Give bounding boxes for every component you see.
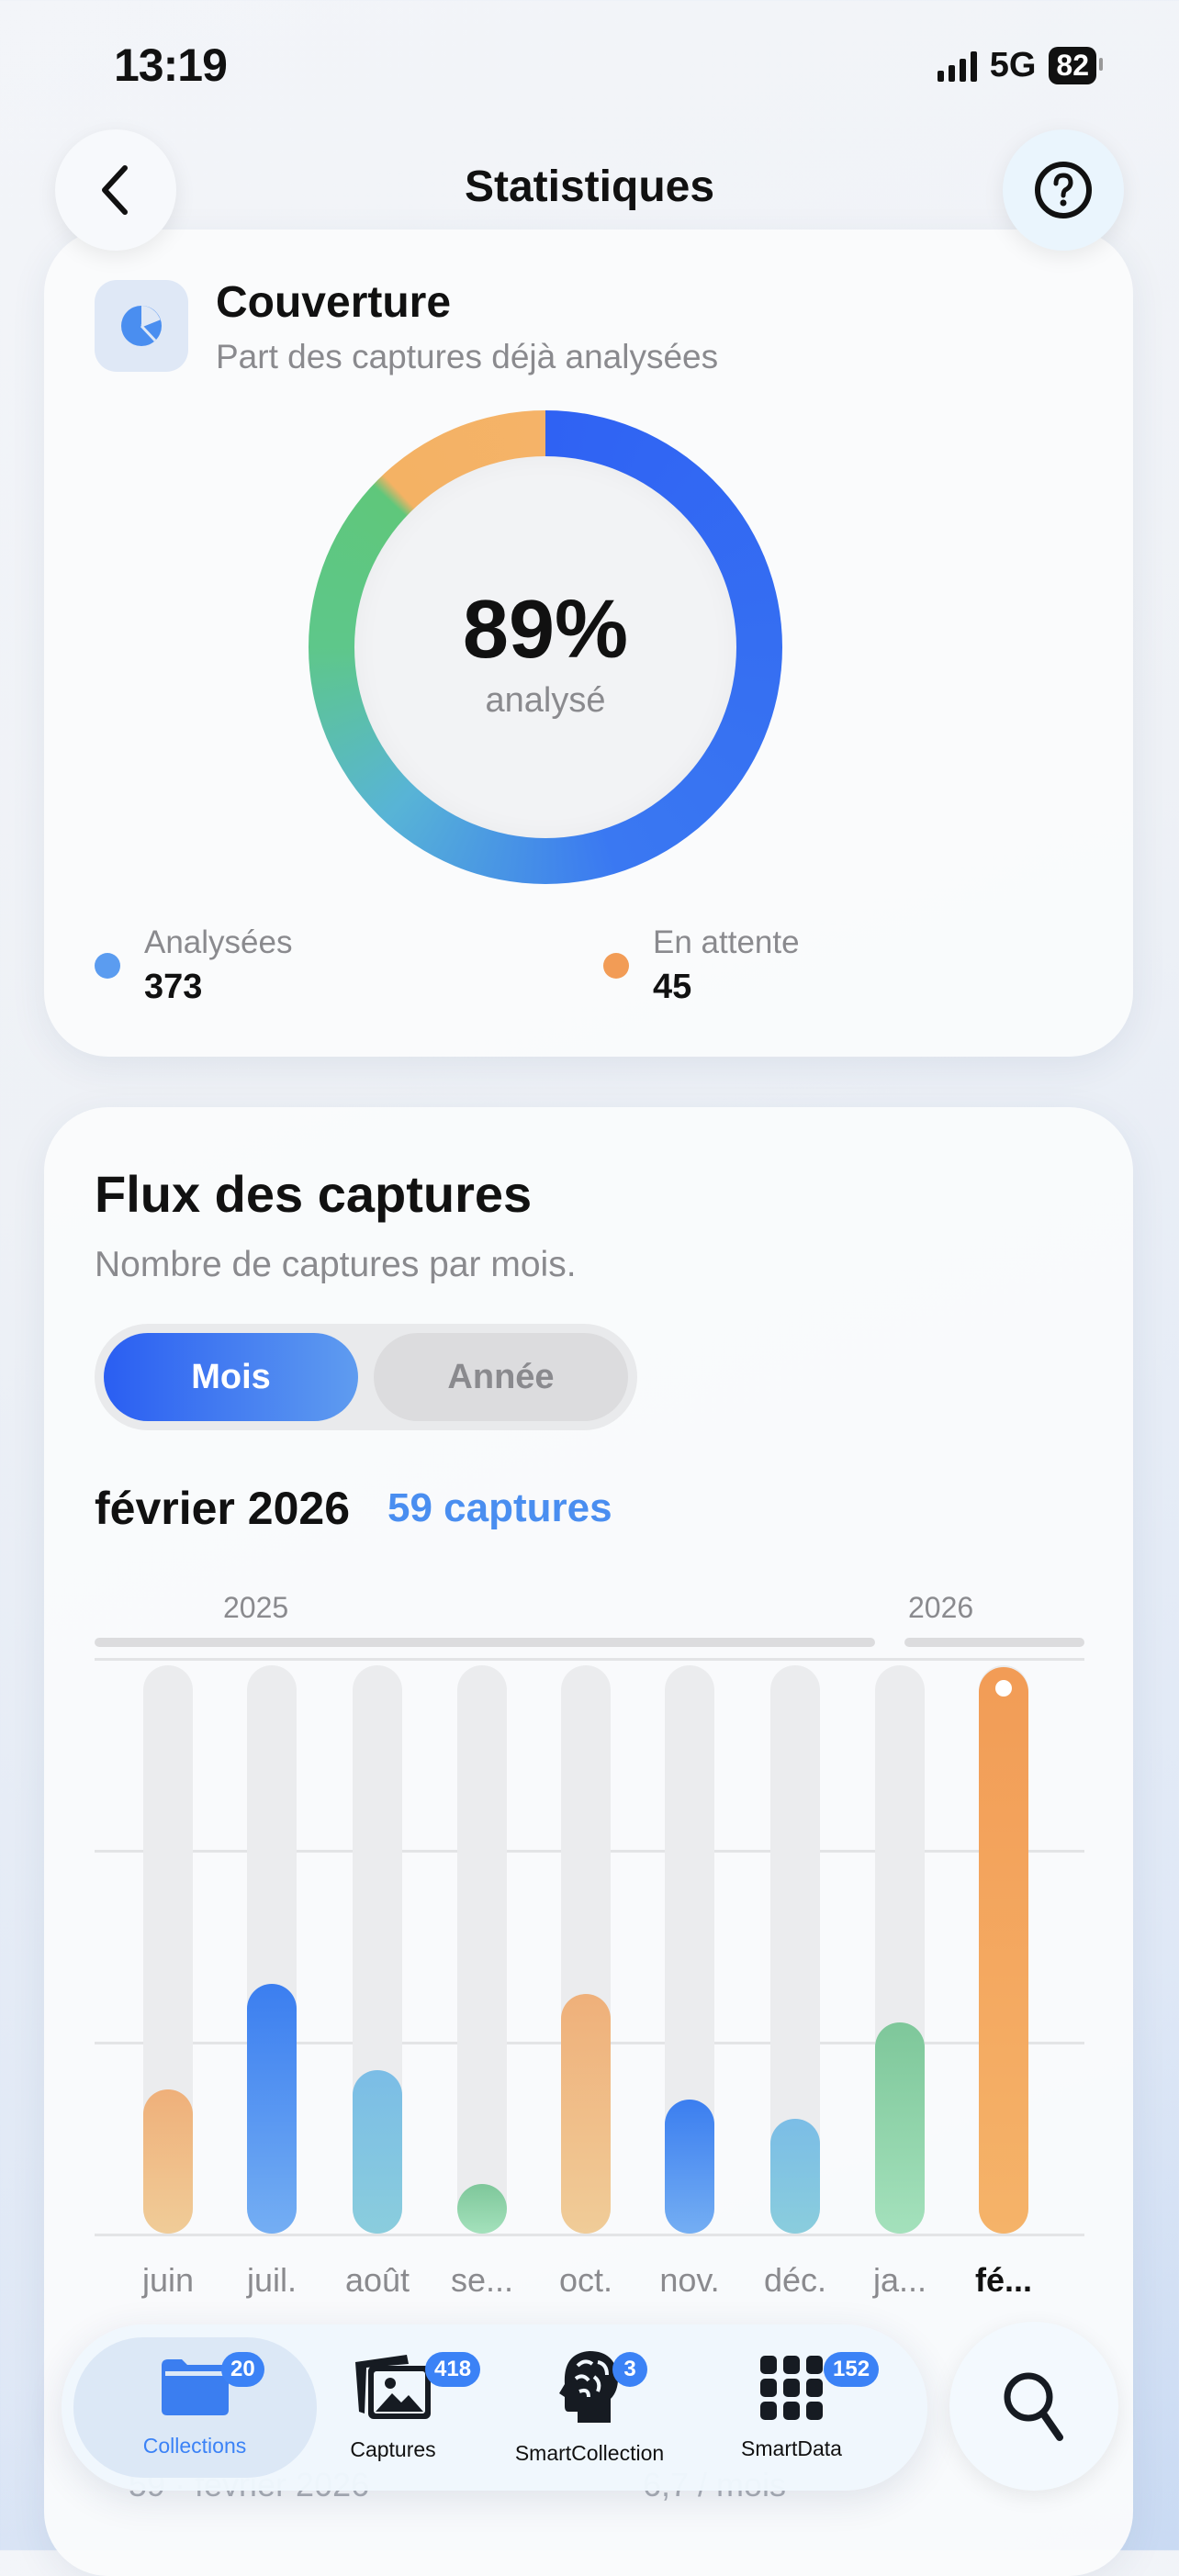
chevron-left-icon — [102, 165, 128, 215]
month-label: juil. — [246, 2261, 298, 2299]
tab-label: Collections — [142, 2434, 247, 2458]
selected-period: février 2026 — [95, 1483, 351, 1534]
year-label-2026: 2026 — [908, 1591, 974, 1624]
coverage-title: Couverture — [216, 278, 452, 327]
coverage-subtitle: Part des captures déjà analysées — [216, 338, 719, 375]
bar-oct.[interactable] — [561, 1993, 611, 2234]
photos-icon — [355, 2355, 431, 2419]
flux-subtitle: Nombre de captures par mois. — [95, 1245, 577, 1284]
month-label: juin — [141, 2261, 195, 2299]
tab-smartdata[interactable]: SmartData 152 — [686, 2324, 897, 2491]
legend-label-pending: En attente — [653, 924, 800, 960]
coverage-card: Couverture Part des captures déjà analys… — [44, 230, 1133, 1057]
flux-title: Flux des captures — [95, 1165, 533, 1223]
legend-dot-pending — [603, 953, 629, 979]
bar-track[interactable] — [457, 1665, 507, 2234]
brain-head-icon — [559, 2351, 618, 2423]
segment-annee[interactable]: Année — [374, 1333, 628, 1421]
legend-value-analysed: 373 — [144, 968, 203, 1006]
tab-label: Captures — [350, 2437, 436, 2461]
legend-label-analysed: Analysées — [144, 924, 293, 960]
battery-icon: 82 — [1049, 47, 1103, 84]
month-label: déc. — [763, 2261, 827, 2299]
tab-collections[interactable]: Collections 20 — [89, 2324, 300, 2491]
month-label: se... — [450, 2261, 514, 2299]
year-label-2025: 2025 — [223, 1591, 289, 1624]
selected-marker — [995, 1680, 1012, 1697]
bar-déc.[interactable] — [770, 2118, 820, 2234]
grid-icon — [760, 2356, 823, 2420]
back-button[interactable] — [55, 129, 176, 251]
bar-nov.[interactable] — [665, 2099, 714, 2234]
year-bracket-2025 — [95, 1638, 875, 1647]
coverage-donut: 89% analysé — [309, 410, 782, 884]
legend-value-pending: 45 — [653, 968, 692, 1006]
folder-icon — [162, 2359, 229, 2415]
tab-bar: Collections 20 Captures 418 SmartCollect… — [62, 2324, 927, 2491]
tab-badge: 152 — [824, 2352, 880, 2387]
tab-label: SmartCollection — [514, 2441, 665, 2465]
status-indicators: 5G 82 — [937, 46, 1103, 85]
bar-juin[interactable] — [143, 2089, 193, 2234]
search-icon — [1004, 2372, 1063, 2441]
segment-mois[interactable]: Mois — [104, 1333, 358, 1421]
month-label: nov. — [659, 2261, 720, 2299]
year-bracket-2026 — [904, 1638, 1084, 1647]
tab-badge: 3 — [612, 2352, 647, 2387]
coverage-percent: 89% — [462, 584, 629, 676]
bar-fé...[interactable] — [979, 1667, 1028, 2234]
tab-badge: 418 — [425, 2352, 481, 2387]
month-label: fé... — [974, 2261, 1032, 2299]
pie-chart-icon — [95, 280, 188, 372]
bar-ja...[interactable] — [875, 2022, 925, 2234]
signal-icon — [937, 50, 977, 82]
bar-se...[interactable] — [457, 2184, 507, 2234]
status-time: 13:19 — [114, 39, 228, 91]
bar-juil.[interactable] — [247, 1984, 297, 2234]
tab-label: SmartData — [741, 2436, 842, 2460]
tab-badge: 20 — [221, 2352, 264, 2387]
page-title: Statistiques — [464, 162, 715, 211]
tab-captures[interactable]: Captures 418 — [287, 2324, 499, 2491]
gridline — [95, 1658, 1084, 1661]
network-type: 5G — [989, 46, 1037, 84]
month-label: août — [344, 2261, 410, 2299]
tab-smartcollection[interactable]: SmartCollection 3 — [484, 2324, 695, 2491]
month-label: ja... — [872, 2261, 927, 2299]
help-button[interactable] — [1003, 129, 1124, 251]
legend-dot-analysed — [95, 953, 120, 979]
bar-août[interactable] — [353, 2070, 402, 2234]
question-circle-icon — [1035, 162, 1092, 218]
gridline — [95, 2234, 1084, 2236]
selected-count: 59 captures — [387, 1485, 612, 1530]
search-button[interactable] — [949, 2322, 1118, 2491]
coverage-percent-label: analysé — [485, 681, 606, 720]
period-segmented-control: Mois Année — [95, 1324, 637, 1430]
month-label: oct. — [558, 2261, 613, 2299]
monthly-bar-chart: juin juil. août se... oct. nov. déc. ja... fé... — [44, 1107, 1133, 2392]
